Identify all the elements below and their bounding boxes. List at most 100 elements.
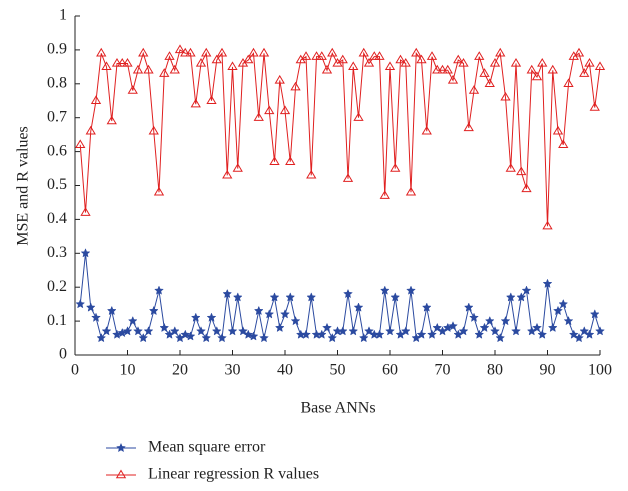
marker bbox=[474, 51, 485, 60]
marker bbox=[495, 47, 506, 57]
marker bbox=[253, 305, 264, 316]
marker bbox=[148, 125, 159, 135]
marker bbox=[143, 326, 154, 336]
marker bbox=[269, 156, 280, 165]
marker bbox=[217, 332, 227, 343]
marker bbox=[80, 207, 91, 216]
marker bbox=[589, 102, 600, 111]
marker bbox=[379, 285, 390, 295]
marker bbox=[563, 315, 574, 326]
marker bbox=[547, 322, 558, 333]
marker bbox=[243, 54, 254, 64]
marker bbox=[222, 288, 233, 299]
marker bbox=[337, 54, 348, 64]
marker bbox=[253, 112, 264, 121]
marker bbox=[573, 47, 585, 57]
marker bbox=[190, 312, 201, 322]
marker bbox=[395, 54, 406, 64]
legend-label: Linear regression R values bbox=[148, 466, 319, 483]
marker bbox=[427, 329, 437, 339]
marker bbox=[285, 292, 296, 302]
marker bbox=[516, 166, 527, 176]
x-tick-label: 80 bbox=[487, 362, 503, 379]
marker bbox=[358, 332, 369, 343]
x-tick-label: 40 bbox=[277, 362, 293, 379]
marker bbox=[80, 248, 91, 258]
y-tick-label: 1 bbox=[59, 7, 67, 24]
marker bbox=[232, 163, 243, 172]
marker bbox=[75, 139, 86, 149]
marker bbox=[490, 326, 500, 336]
marker bbox=[238, 326, 248, 336]
marker bbox=[290, 315, 301, 326]
marker bbox=[138, 47, 149, 57]
marker bbox=[468, 85, 480, 94]
marker bbox=[421, 302, 432, 312]
marker bbox=[285, 156, 296, 165]
marker bbox=[390, 292, 401, 302]
marker bbox=[85, 125, 96, 135]
marker bbox=[269, 292, 280, 302]
marker bbox=[542, 278, 553, 289]
marker bbox=[411, 47, 422, 57]
marker bbox=[264, 309, 275, 319]
marker bbox=[327, 47, 338, 57]
y-tick-label: 0.1 bbox=[47, 312, 67, 329]
marker bbox=[390, 163, 401, 172]
marker bbox=[505, 163, 516, 172]
marker bbox=[153, 186, 165, 196]
marker bbox=[300, 51, 312, 60]
marker bbox=[447, 74, 459, 84]
marker bbox=[316, 51, 327, 60]
marker bbox=[426, 51, 438, 60]
marker bbox=[222, 169, 233, 179]
marker bbox=[542, 220, 553, 230]
marker bbox=[432, 64, 443, 74]
marker bbox=[358, 47, 369, 57]
marker bbox=[279, 105, 291, 115]
marker bbox=[185, 331, 196, 341]
marker bbox=[348, 326, 359, 336]
marker bbox=[385, 326, 395, 336]
marker bbox=[232, 292, 243, 302]
marker bbox=[469, 312, 479, 322]
marker bbox=[201, 47, 212, 57]
x-tick-label: 90 bbox=[540, 362, 556, 379]
marker bbox=[196, 326, 206, 336]
marker bbox=[274, 74, 285, 84]
marker bbox=[594, 61, 606, 71]
marker bbox=[96, 47, 107, 57]
marker bbox=[432, 322, 443, 333]
marker bbox=[558, 298, 569, 309]
x-tick-label: 0 bbox=[71, 362, 79, 379]
y-tick-label: 0.4 bbox=[47, 210, 67, 227]
marker bbox=[190, 98, 201, 108]
marker bbox=[521, 285, 532, 295]
marker bbox=[122, 326, 133, 336]
marker bbox=[405, 186, 417, 196]
marker bbox=[206, 95, 217, 104]
marker bbox=[159, 68, 170, 77]
marker bbox=[211, 326, 222, 336]
marker bbox=[589, 309, 600, 319]
y-axis-label: MSE and R values bbox=[15, 126, 32, 246]
marker bbox=[526, 64, 537, 74]
marker bbox=[180, 47, 191, 57]
marker bbox=[101, 61, 112, 71]
marker bbox=[584, 57, 595, 67]
marker bbox=[353, 112, 364, 121]
marker bbox=[321, 64, 333, 74]
marker bbox=[311, 51, 322, 60]
marker bbox=[159, 322, 170, 333]
marker bbox=[248, 331, 259, 341]
marker bbox=[201, 332, 212, 343]
marker bbox=[537, 57, 548, 67]
x-axis-label: Base ANNs bbox=[300, 400, 375, 417]
marker bbox=[164, 51, 175, 60]
marker bbox=[495, 332, 506, 343]
marker bbox=[96, 332, 107, 343]
marker bbox=[505, 292, 516, 302]
marker bbox=[106, 115, 117, 125]
marker bbox=[579, 326, 590, 336]
marker bbox=[516, 292, 527, 302]
